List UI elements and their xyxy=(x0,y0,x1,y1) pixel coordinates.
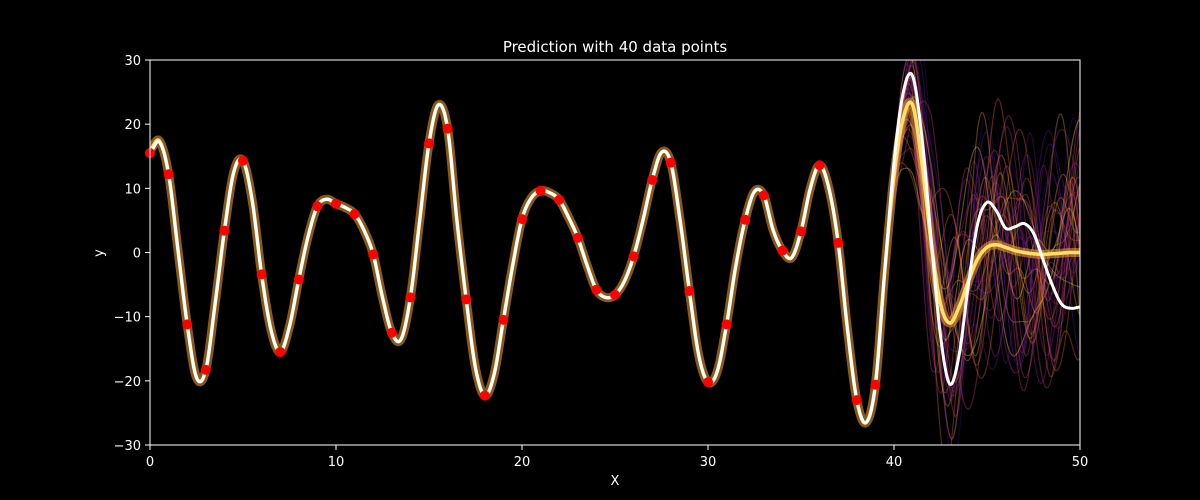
observation-point xyxy=(256,269,267,280)
observation-point xyxy=(405,292,416,303)
x-tick-label: 20 xyxy=(514,455,531,470)
y-tick-label: −20 xyxy=(114,375,141,390)
observation-point xyxy=(498,314,509,325)
y-tick-label: −30 xyxy=(114,439,141,454)
x-axis-label: X xyxy=(611,474,620,489)
chart-title: Prediction with 40 data points xyxy=(503,38,728,56)
x-tick-label: 50 xyxy=(1072,455,1089,470)
observation-point xyxy=(182,319,193,330)
observation-point xyxy=(554,194,565,205)
observation-point xyxy=(851,395,862,406)
y-axis: −30 −20 −10 0 10 20 30 xyxy=(114,54,150,454)
y-tick-label: 30 xyxy=(124,54,141,69)
observation-point xyxy=(163,169,174,180)
observation-point xyxy=(219,225,230,236)
x-axis: 0 10 20 30 40 50 xyxy=(146,445,1088,470)
observation-point xyxy=(870,379,881,390)
observation-point xyxy=(814,160,825,171)
observation-point xyxy=(758,190,769,201)
observation-point xyxy=(833,237,844,248)
observation-point xyxy=(684,286,695,296)
observation-point xyxy=(275,346,286,357)
y-tick-label: −10 xyxy=(114,311,141,326)
observation-point xyxy=(591,284,602,295)
observation-point xyxy=(721,319,732,330)
x-tick-label: 40 xyxy=(886,455,903,470)
observation-point xyxy=(517,214,527,225)
observation-point xyxy=(368,249,379,260)
observation-point xyxy=(665,157,676,168)
observation-point xyxy=(796,226,806,237)
observation-point xyxy=(479,390,490,401)
x-tick-label: 10 xyxy=(328,455,345,470)
x-tick-label: 0 xyxy=(146,455,154,470)
observation-point xyxy=(740,214,751,225)
y-axis-label: y xyxy=(92,249,107,257)
observation-point xyxy=(386,327,397,338)
x-tick-label: 30 xyxy=(700,455,717,470)
y-tick-label: 0 xyxy=(133,247,141,262)
observation-point xyxy=(293,274,304,285)
observation-point xyxy=(424,138,434,149)
observation-point xyxy=(610,289,620,300)
observation-points xyxy=(145,123,881,406)
observation-point xyxy=(703,377,713,388)
observation-point xyxy=(331,198,341,209)
observation-point xyxy=(572,232,583,243)
observation-point xyxy=(238,155,248,166)
observation-point xyxy=(777,245,788,256)
observation-point xyxy=(647,174,658,185)
observation-point xyxy=(442,123,453,134)
observation-point xyxy=(312,201,323,212)
observation-point xyxy=(200,364,211,375)
observation-point xyxy=(349,209,360,219)
y-tick-label: 20 xyxy=(124,118,141,133)
observation-point xyxy=(461,294,472,305)
observation-point xyxy=(535,185,546,196)
observation-point xyxy=(628,251,639,262)
y-tick-label: 10 xyxy=(124,182,141,197)
